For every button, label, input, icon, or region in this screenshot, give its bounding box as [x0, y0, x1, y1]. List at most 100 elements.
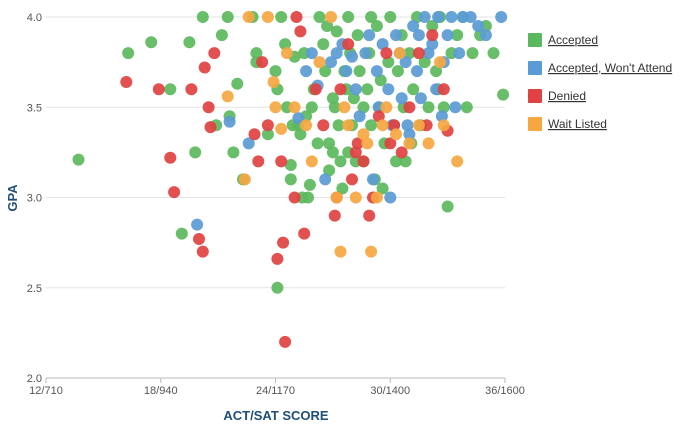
data-point: [426, 38, 439, 51]
data-point: [277, 236, 290, 249]
y-tick-label-1: 2.5: [27, 283, 42, 295]
data-point: [311, 137, 324, 150]
data-point: [338, 101, 351, 114]
data-point: [303, 178, 316, 191]
data-point: [279, 38, 292, 51]
data-point: [261, 119, 274, 132]
data-point: [435, 110, 448, 123]
data-point: [152, 83, 165, 96]
data-point: [351, 29, 364, 42]
data-point: [391, 65, 404, 78]
data-point: [403, 101, 416, 114]
data-point: [418, 11, 431, 23]
data-point: [275, 122, 288, 135]
data-point: [453, 47, 466, 60]
x-tick-label-4: 36/1600: [485, 385, 525, 397]
data-point: [198, 61, 211, 74]
legend-swatch: [528, 89, 542, 103]
data-point: [122, 47, 135, 60]
data-point: [365, 119, 378, 132]
x-axis-title: ACT/SAT SCORE: [223, 408, 329, 423]
data-point: [330, 191, 343, 204]
data-point: [326, 92, 339, 105]
data-point: [252, 155, 265, 168]
data-point: [347, 92, 360, 105]
y-tick-label-0: 2.0: [27, 373, 42, 385]
data-point: [250, 47, 263, 60]
legend: Accepted Accepted, Won't Attend Denied Wait…: [528, 33, 672, 131]
data-point: [384, 137, 397, 150]
data-point: [390, 128, 402, 141]
data-point: [430, 65, 443, 78]
data-point: [357, 101, 370, 114]
legend-swatch: [528, 61, 542, 75]
data-point: [271, 252, 284, 265]
data-point: [326, 146, 339, 159]
data-point: [334, 245, 347, 258]
data-point: [376, 38, 389, 51]
data-point: [376, 182, 389, 195]
data-point: [336, 182, 349, 195]
data-point: [390, 155, 402, 168]
data-point: [120, 76, 133, 88]
data-point: [365, 11, 378, 23]
data-point: [294, 128, 307, 141]
data-point: [363, 209, 376, 222]
legend-label: Denied: [548, 89, 586, 103]
data-point: [221, 11, 234, 23]
data-points: [72, 11, 510, 348]
legend-item-0[interactable]: Accepted: [528, 33, 598, 47]
data-point: [426, 29, 439, 42]
data-point: [451, 155, 464, 168]
data-point: [384, 191, 397, 204]
data-point: [399, 56, 412, 69]
data-point: [189, 146, 202, 159]
data-point: [261, 11, 274, 23]
data-point: [323, 164, 336, 177]
legend-label: Wait Listed: [548, 117, 607, 131]
data-point: [204, 121, 217, 134]
data-point: [284, 159, 297, 171]
data-point: [361, 83, 374, 96]
legend-item-2[interactable]: Denied: [528, 89, 586, 103]
data-point: [72, 153, 85, 166]
data-point: [382, 56, 395, 69]
data-point: [238, 173, 251, 186]
data-point: [437, 119, 450, 132]
legend-item-3[interactable]: Wait Listed: [528, 117, 607, 131]
y-axis-title: GPA: [5, 184, 20, 212]
data-point: [437, 101, 450, 114]
data-point: [388, 119, 401, 132]
y-tick-label-4: 4.0: [27, 12, 42, 24]
data-point: [323, 137, 336, 150]
data-point: [191, 218, 204, 231]
data-point: [342, 11, 355, 23]
data-point: [300, 119, 313, 132]
data-point: [403, 137, 416, 150]
data-point: [370, 65, 383, 78]
x-tick-labels: 12/710 18/940 24/1170 30/1400 36/1600: [29, 378, 525, 397]
data-point: [305, 155, 318, 168]
data-point: [372, 110, 385, 123]
data-point: [349, 83, 362, 96]
data-point: [164, 151, 177, 164]
data-point: [395, 92, 408, 105]
data-point: [334, 155, 347, 168]
data-point: [269, 65, 282, 78]
legend-item-1[interactable]: Accepted, Won't Attend: [528, 61, 672, 75]
data-point: [479, 29, 492, 42]
data-point: [460, 101, 473, 114]
data-point: [412, 47, 425, 60]
series-3: [221, 11, 464, 258]
data-point: [223, 115, 236, 128]
data-point: [305, 101, 318, 114]
data-point: [325, 56, 337, 69]
data-point: [275, 11, 288, 23]
data-point: [361, 137, 374, 150]
legend-swatch: [528, 117, 542, 131]
data-point: [363, 29, 376, 42]
data-point: [370, 20, 383, 32]
data-point: [382, 83, 395, 96]
data-point: [376, 119, 389, 132]
